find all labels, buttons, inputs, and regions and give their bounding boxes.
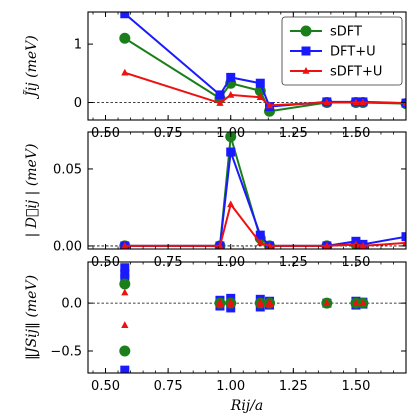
data-point: [265, 101, 274, 109]
data-point: [265, 300, 274, 307]
data-point: [120, 365, 130, 373]
legend-marker: [302, 67, 310, 74]
legend-marker: [301, 46, 311, 56]
data-point: [120, 268, 130, 278]
legend-label: DFT+U: [330, 45, 376, 60]
series-line: [124, 151, 406, 247]
data-point: [352, 240, 360, 248]
series-sdftu: [121, 288, 367, 328]
data-point: [119, 278, 131, 290]
series-sdftu: [121, 68, 406, 109]
axes-frame: [87, 11, 407, 121]
data-point: [216, 300, 224, 307]
y-tick-label: 0: [74, 96, 82, 111]
data-point: [227, 300, 235, 307]
data-point: [119, 32, 131, 44]
x-tick-label: 1.00: [216, 379, 245, 394]
y-axis-label: | D⃗ij | (meV): [24, 144, 40, 238]
data-point: [121, 241, 129, 249]
y-axis-label: J̃ij (meV): [22, 35, 40, 99]
data-point: [121, 321, 129, 328]
x-tick-label: 1.50: [341, 379, 370, 394]
legend-marker: [300, 25, 312, 37]
series-sdft: [119, 278, 369, 357]
data-point: [119, 345, 131, 357]
axes-frame: [87, 131, 407, 250]
data-point: [255, 78, 265, 88]
panel-2: 0.50 0.75 1.00 1.25 1.500.000.05| D⃗ij | (me…: [24, 131, 407, 270]
data-point: [359, 299, 367, 306]
plot-area: [119, 263, 369, 373]
data-point: [121, 288, 129, 296]
y-tick-label: 1: [74, 38, 82, 53]
legend-label: sDFT: [330, 25, 362, 40]
legend-box: [281, 16, 403, 86]
x-axis-label: Rij/a: [230, 398, 263, 414]
y-tick-label: −0.5: [50, 344, 82, 359]
series-sdftu: [121, 200, 406, 249]
y-tick-label: 0.00: [53, 239, 82, 254]
data-point: [323, 299, 331, 306]
data-point: [120, 273, 130, 283]
data-point: [255, 230, 265, 240]
data-point: [120, 12, 130, 19]
axes-frame: [87, 261, 407, 374]
data-point: [120, 263, 130, 273]
data-point: [227, 200, 235, 208]
data-point: [256, 238, 264, 246]
plot-area: [119, 12, 406, 117]
data-point: [256, 300, 264, 307]
data-point: [265, 241, 274, 249]
data-point: [256, 93, 264, 101]
data-point: [323, 98, 331, 106]
x-tick-label: 0.75: [154, 379, 183, 394]
data-point: [323, 241, 331, 249]
x-tick-label: 1.25: [279, 379, 308, 394]
data-point: [121, 68, 129, 76]
data-point: [216, 99, 224, 106]
data-point: [227, 90, 235, 98]
y-tick-label: 0.05: [53, 162, 82, 177]
data-point: [215, 90, 225, 100]
y-tick-label: 0.0: [61, 297, 82, 312]
data-point: [359, 98, 367, 106]
data-point: [402, 238, 406, 246]
plot-area: [119, 132, 406, 249]
legend-label: sDFT+U: [330, 65, 382, 80]
data-point: [359, 241, 367, 249]
data-point: [401, 232, 406, 242]
data-point: [226, 72, 236, 82]
series-dftu: [120, 263, 368, 373]
data-point: [225, 132, 237, 143]
series-dftu: [120, 147, 406, 249]
data-point: [226, 147, 236, 157]
x-tick-label: 0.50: [91, 379, 120, 394]
data-point: [352, 299, 360, 306]
y-axis-label: ‖JSij‖ (meV): [24, 275, 40, 360]
panel-3: 0.50 0.75 1.00 1.25 1.50 −0.5 0.0 ‖JSij‖ (meV) R…: [24, 261, 407, 414]
data-point: [352, 98, 360, 106]
legend: sDFT DFT+U sDFT+U: [281, 16, 403, 86]
